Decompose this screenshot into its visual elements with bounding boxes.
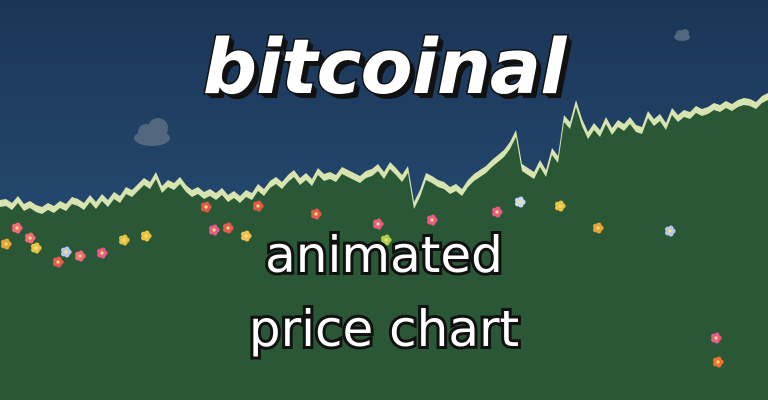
price-area: [0, 100, 768, 400]
flower-icon: [25, 232, 36, 244]
flower-icon: [30, 242, 42, 254]
flower-icon: [515, 196, 526, 208]
flower-icon: [209, 224, 220, 236]
flower-field: [1, 196, 724, 368]
flower-icon: [665, 225, 676, 237]
tagline-line-1: animated: [262, 223, 506, 287]
flower-icon: [311, 208, 322, 220]
flower-icon: [141, 230, 152, 242]
cloud-icon: [134, 118, 170, 146]
flower-icon: [97, 247, 108, 259]
flower-icon: [223, 222, 234, 234]
flower-icon: [253, 200, 264, 212]
flower-icon: [555, 200, 566, 212]
flower-icon: [1, 238, 12, 250]
logo-title: bitcoinal: [201, 21, 568, 113]
flower-icon: [373, 218, 384, 230]
flower-icon: [75, 250, 86, 262]
flower-icon: [711, 332, 722, 344]
flower-icon: [53, 256, 64, 268]
flower-icon: [492, 206, 503, 218]
flower-icon: [119, 234, 130, 246]
flower-icon: [713, 356, 724, 368]
flower-icon: [427, 214, 438, 226]
cloud-icon: [674, 29, 690, 41]
flower-icon: [381, 234, 392, 246]
flower-icon: [593, 222, 604, 234]
tagline-line-2: price chart: [246, 297, 522, 361]
flower-icon: [201, 201, 212, 213]
flower-icon: [12, 222, 23, 234]
flower-icon: [241, 230, 252, 242]
flower-icon: [61, 246, 72, 258]
